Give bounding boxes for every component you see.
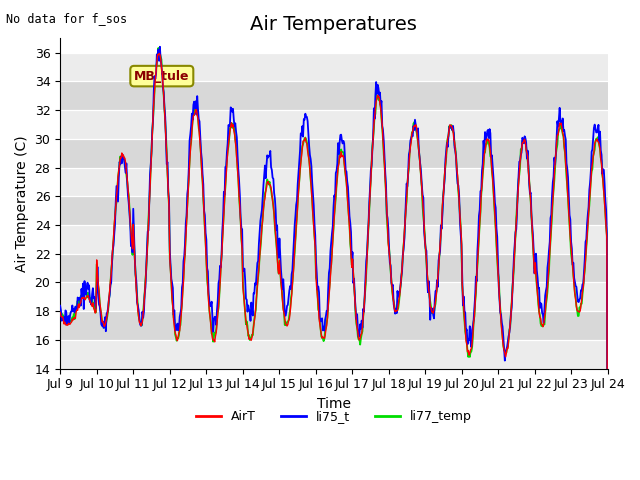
li77_temp xyxy=(417,176,425,181)
AirT xyxy=(208,331,216,336)
li75_t xyxy=(122,161,130,167)
li75_t xyxy=(417,169,425,175)
li77_temp xyxy=(122,172,130,178)
Text: No data for f_sos: No data for f_sos xyxy=(6,12,127,25)
AirT xyxy=(56,310,64,315)
Legend: AirT, li75_t, li77_temp: AirT, li75_t, li77_temp xyxy=(191,405,477,428)
Bar xyxy=(60,168,607,196)
Bar xyxy=(60,110,607,139)
Bar xyxy=(60,311,607,340)
li75_t xyxy=(401,218,409,224)
AirT xyxy=(179,289,187,295)
AirT xyxy=(156,50,163,56)
li77_temp xyxy=(401,219,409,225)
Line: li75_t: li75_t xyxy=(60,47,607,480)
li75_t xyxy=(156,44,164,49)
AirT xyxy=(401,219,409,225)
li75_t xyxy=(56,303,64,309)
Bar xyxy=(60,282,607,311)
Bar xyxy=(60,253,607,282)
X-axis label: Time: Time xyxy=(317,397,351,411)
Bar xyxy=(60,139,607,168)
AirT xyxy=(66,321,74,327)
Line: li77_temp: li77_temp xyxy=(60,48,607,480)
li77_temp xyxy=(179,284,187,290)
AirT xyxy=(417,174,425,180)
AirT xyxy=(122,169,130,175)
li77_temp xyxy=(208,331,216,336)
Title: Air Temperatures: Air Temperatures xyxy=(250,15,417,34)
li77_temp xyxy=(56,308,64,314)
li77_temp xyxy=(154,45,162,51)
li75_t xyxy=(208,299,216,304)
Y-axis label: Air Temperature (C): Air Temperature (C) xyxy=(15,135,29,272)
Bar xyxy=(60,53,607,82)
li75_t xyxy=(179,280,187,286)
Line: AirT: AirT xyxy=(60,53,607,480)
Text: MB_tule: MB_tule xyxy=(134,70,189,83)
Bar xyxy=(60,82,607,110)
Bar xyxy=(60,225,607,253)
Bar xyxy=(60,196,607,225)
Bar xyxy=(60,340,607,369)
li77_temp xyxy=(66,318,74,324)
li75_t xyxy=(66,312,74,318)
